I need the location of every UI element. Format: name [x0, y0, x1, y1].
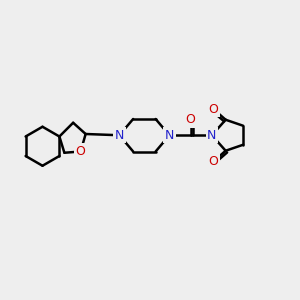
- Text: O: O: [209, 155, 219, 168]
- Text: N: N: [207, 129, 217, 142]
- Text: O: O: [186, 113, 196, 126]
- Text: O: O: [76, 145, 85, 158]
- Text: O: O: [209, 103, 219, 116]
- Text: N: N: [165, 129, 174, 142]
- Text: N: N: [115, 129, 124, 142]
